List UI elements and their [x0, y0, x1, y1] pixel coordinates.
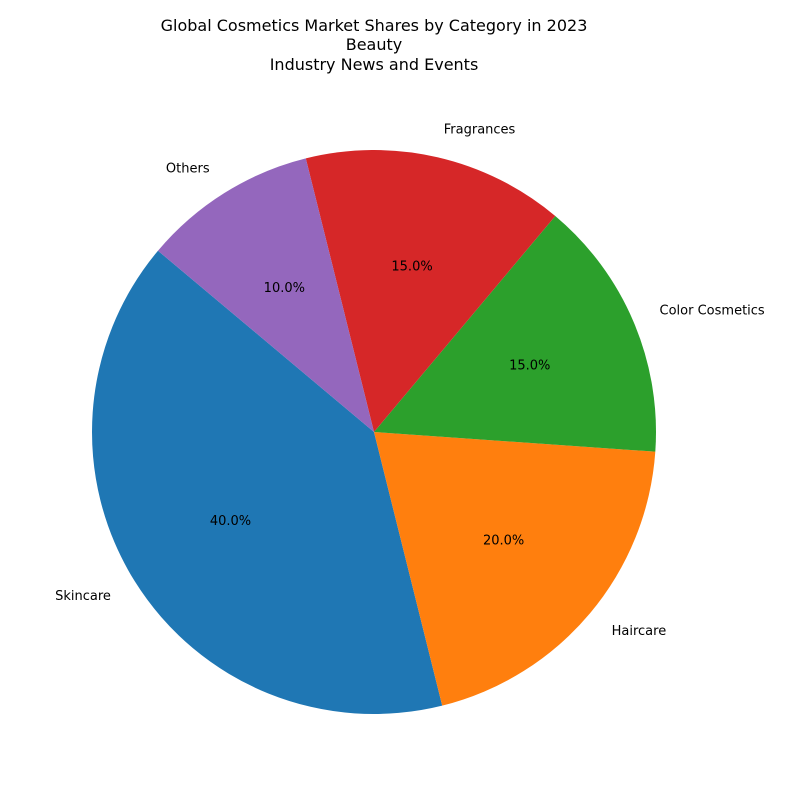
slice-value-label-skincare: 40.0%: [210, 514, 251, 529]
chart-title-line-1: Global Cosmetics Market Shares by Catego…: [161, 16, 588, 35]
slice-value-label-fragrances: 15.0%: [391, 260, 432, 275]
slice-label-others: Others: [166, 161, 210, 176]
slice-label-skincare: Skincare: [55, 589, 111, 604]
slice-label-fragrances: Fragrances: [444, 122, 516, 137]
slice-value-label-haircare: 20.0%: [483, 533, 524, 548]
pie-slices: [91, 150, 656, 714]
chart-title: Global Cosmetics Market Shares by Catego…: [161, 16, 588, 74]
pie-slice-skincare: [91, 250, 443, 714]
slice-label-haircare: Haircare: [612, 624, 667, 639]
pie-slice-fragrances: [305, 150, 556, 432]
pie-slice-haircare: [374, 432, 656, 706]
slice-label-color-cosmetics: Color Cosmetics: [660, 303, 765, 318]
slice-value-label-others: 10.0%: [264, 281, 305, 296]
chart-title-line-3: Industry News and Events: [270, 55, 479, 74]
pie-slice-color-cosmetics: [374, 215, 656, 452]
slice-value-label-color-cosmetics: 15.0%: [509, 358, 550, 373]
pie-slice-others: [157, 158, 374, 433]
pie-labels: Skincare 40.0% Haircare 20.0% Color Cosmetic…: [55, 122, 765, 639]
chart-title-line-2: Beauty: [346, 35, 403, 54]
